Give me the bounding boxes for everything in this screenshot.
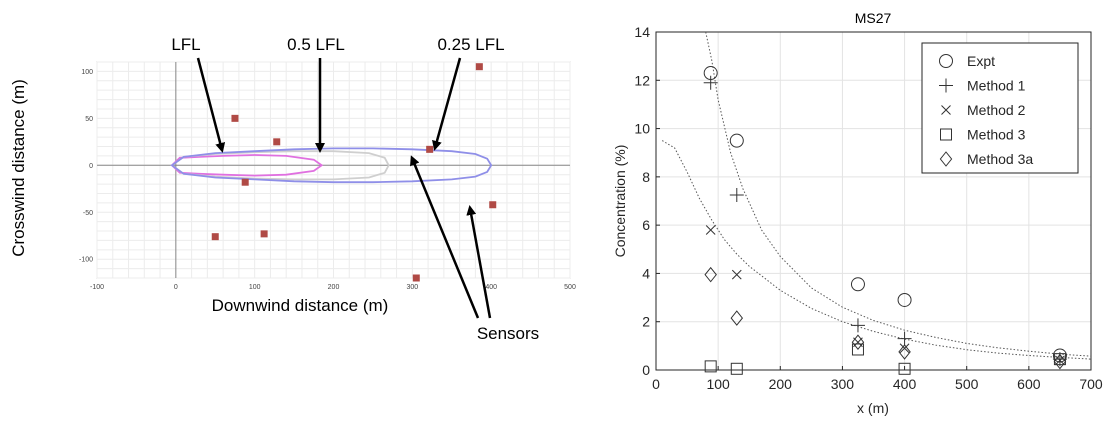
point-diamond — [1053, 353, 1067, 370]
concentration-ylabel: Concentration (%) — [612, 145, 628, 258]
concentration-y-tick-label: 4 — [642, 265, 650, 281]
plume-x-tick-label: 0 — [174, 284, 178, 291]
sensor-marker — [489, 201, 497, 209]
point-x — [899, 343, 910, 354]
plume-y-ticks: 100 50 0 -50 -100 — [79, 69, 93, 264]
concentration-x-tick-label: 200 — [769, 376, 793, 392]
contour-quarter-lfl — [170, 147, 493, 184]
point-square — [898, 362, 911, 375]
point-plus — [729, 187, 744, 202]
concentration-x-tick-label: 500 — [955, 376, 979, 392]
point-x — [731, 269, 742, 280]
legend-items: Expt Method 1 Method 2 Method 3 Method 3a — [939, 53, 1033, 167]
plume-x-tick-label: 100 — [249, 284, 261, 291]
concentration-x-tick-label: 600 — [1017, 376, 1041, 392]
plume-y-tick-label: 100 — [81, 69, 93, 76]
arrow-lfl — [196, 57, 226, 153]
plume-xlabel: Downwind distance (m) — [212, 296, 389, 315]
legend-label: Method 3a — [967, 151, 1033, 167]
annotation-sensors: Sensors — [477, 324, 539, 343]
concentration-x-tick-label: 0 — [652, 376, 660, 392]
plume-ylabel: Crosswind distance (m) — [9, 79, 28, 257]
concentration-y-tick-label: 14 — [634, 24, 650, 40]
point-diamond — [730, 310, 744, 326]
contour-lfl — [170, 154, 324, 177]
legend-marker-x — [941, 105, 951, 115]
concentration-title: MS27 — [855, 10, 892, 26]
point-x — [1055, 355, 1065, 366]
arrow-sensor-2 — [466, 205, 492, 319]
plume-y-tick-label: -100 — [79, 257, 93, 264]
concentration-y-tick-label: 10 — [634, 121, 650, 137]
plume-y-tick-label: 0 — [89, 163, 93, 170]
annotation-quarter-lfl: 0.25 LFL — [437, 35, 504, 54]
point-plus — [897, 331, 912, 346]
concentration-x-ticks: 0 100 200 300 400 500 600 700 — [652, 366, 1103, 392]
sensor-marker — [273, 138, 281, 146]
sensor-marker — [412, 274, 420, 282]
point-diamond — [704, 266, 717, 283]
point-circle — [729, 133, 744, 148]
concentration-x-tick-label: 300 — [831, 376, 855, 392]
model-curve — [661, 140, 1092, 360]
legend-marker-square — [940, 128, 952, 141]
sensor-marker — [260, 230, 268, 238]
plume-y-tick-label: -50 — [83, 210, 93, 217]
point-square — [851, 343, 864, 356]
concentration-x-tick-label: 700 — [1079, 376, 1103, 392]
concentration-plot-frame — [655, 31, 1092, 371]
point-circle — [850, 277, 865, 292]
plume-x-ticks: -100 0 100 200 300 400 500 — [90, 284, 576, 291]
legend-marker-plus — [939, 78, 953, 93]
legend-marker-diamond — [939, 151, 953, 167]
point-square — [1053, 353, 1066, 366]
point-circle — [897, 292, 912, 307]
concentration-y-tick-label: 6 — [642, 217, 650, 233]
model-curves — [661, 31, 1092, 360]
annotation-half-lfl: 0.5 LFL — [287, 35, 345, 54]
point-plus — [850, 318, 865, 333]
sensor-marker — [231, 114, 239, 122]
sensor-marker — [475, 63, 483, 71]
legend-label: Method 2 — [967, 102, 1026, 118]
legend-marker-circle — [939, 54, 953, 68]
point-x — [705, 225, 716, 235]
point-diamond — [851, 334, 865, 351]
concentration-y-tick-label: 12 — [634, 72, 650, 88]
concentration-y-ticks: 0 2 4 6 8 10 12 14 — [634, 24, 660, 378]
concentration-y-tick-label: 8 — [642, 169, 650, 185]
legend-label: Expt — [967, 53, 995, 69]
legend-label: Method 1 — [967, 78, 1026, 94]
arrow-quarter-lfl — [432, 57, 462, 151]
sensor-marker — [426, 145, 434, 153]
legend: Expt Method 1 Method 2 Method 3 Method 3a — [921, 42, 1079, 174]
plume-contours — [170, 147, 493, 184]
data-points — [703, 66, 1067, 375]
plume-x-tick-label: -100 — [90, 284, 104, 291]
plume-sensors — [211, 63, 497, 282]
plume-x-tick-label: 400 — [485, 284, 497, 291]
point-square — [730, 362, 743, 375]
plume-x-tick-label: 200 — [328, 284, 340, 291]
concentration-x-tick-label: 400 — [893, 376, 917, 392]
point-plus — [703, 75, 718, 90]
point-diamond — [898, 344, 911, 360]
plume-y-tick-label: 50 — [85, 116, 93, 123]
concentration-xlabel: x (m) — [857, 400, 889, 416]
legend-label: Method 3 — [967, 127, 1026, 143]
plume-x-tick-label: 300 — [406, 284, 418, 291]
sensor-marker — [241, 178, 249, 186]
point-square — [704, 360, 717, 373]
concentration-y-tick-label: 0 — [642, 362, 650, 378]
plume-x-tick-label: 500 — [564, 284, 576, 291]
concentration-x-tick-label: 100 — [706, 376, 730, 392]
model-curve — [705, 31, 1092, 357]
sensor-marker — [211, 233, 219, 241]
concentration-y-tick-label: 2 — [642, 314, 650, 330]
annotation-lfl: LFL — [171, 35, 200, 54]
arrow-sensor-1 — [410, 155, 480, 319]
